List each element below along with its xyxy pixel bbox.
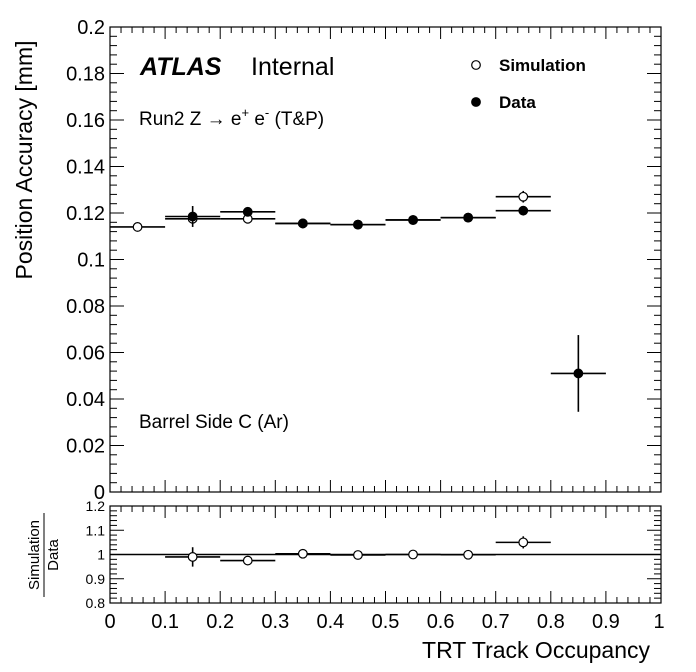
legend-data-label: Data: [499, 93, 536, 112]
arrow-symbol: →: [207, 109, 226, 130]
data-point-marker: [242, 206, 253, 217]
x-tick-label: 0.3: [261, 611, 289, 633]
x-tick-label: 0.9: [592, 611, 620, 633]
ratio-point-marker: [408, 549, 418, 560]
main-y-tick-label: 0.18: [66, 64, 105, 86]
data-point-marker: [573, 368, 584, 379]
ratio-y-denominator: Data: [45, 539, 62, 571]
ratio-y-tick-label: 1.2: [86, 498, 106, 514]
ratio-plot-panel: 0.8 0.9 1 1.1 1.2 Simulation Data 0 0.1 0.2 0.3…: [26, 498, 665, 663]
x-tick-label: 0.5: [372, 611, 400, 633]
ratio-point-marker: [297, 548, 308, 559]
main-y-tick-label: 0.12: [66, 203, 105, 225]
main-y-tick-label: 0.08: [66, 296, 105, 318]
ratio-point-marker: [463, 549, 474, 560]
ratio-y-tick-label: 1.1: [86, 522, 106, 538]
x-tick-label: 0.7: [482, 611, 510, 633]
x-tick-label: 1: [653, 611, 664, 633]
data-point-marker: [518, 205, 529, 216]
tag-and-probe: (T&P): [269, 109, 324, 130]
x-tick-label: 0.8: [537, 611, 565, 633]
main-y-tick-label: 0.1: [77, 250, 105, 272]
data-point-marker: [408, 215, 418, 225]
region-label: Barrel Side C (Ar): [139, 412, 289, 433]
main-y-tick-label: 0.16: [66, 110, 105, 132]
x-tick-label: 0.2: [206, 611, 234, 633]
process-label-prefix: Run2 Z: [139, 109, 207, 130]
data-point-marker: [297, 218, 308, 229]
data-point-marker: [187, 211, 198, 222]
legend-data-marker: [471, 97, 481, 107]
atlas-label: ATLAS: [139, 53, 222, 81]
data-point-marker: [463, 212, 474, 223]
process-label: Run2 Z → e+ e- (T&P): [139, 105, 324, 130]
ratio-point-marker: [187, 552, 198, 562]
legend-simulation-label: Simulation: [499, 56, 586, 75]
main-y-tick-label: 0.06: [66, 343, 105, 365]
plus-superscript: +: [241, 105, 249, 120]
x-tick-label: 0.4: [316, 611, 344, 633]
x-tick-label: 0.1: [151, 611, 179, 633]
data-point-marker: [353, 219, 363, 230]
ratio-point-marker: [353, 550, 363, 560]
ratio-y-numerator: Simulation: [26, 520, 43, 590]
simulation-point-marker: [132, 222, 143, 232]
legend: Simulation Data: [471, 56, 586, 112]
main-plot-panel: 00.020.040.060.080.10.120.140.160.180.2 …: [11, 17, 662, 504]
main-y-tick-label: 0.2: [77, 17, 105, 39]
minus-superscript: -: [265, 105, 269, 120]
ratio-y-tick-label: 0.9: [86, 571, 106, 587]
main-y-tick-label: 0.02: [66, 436, 105, 458]
main-y-tick-label: 0.14: [66, 157, 105, 179]
ratio-y-axis-title: Simulation Data: [26, 513, 62, 597]
ratio-point-marker: [242, 555, 253, 566]
ratio-point-marker: [518, 537, 529, 548]
x-tick-label: 0: [104, 611, 115, 633]
ratio-y-tick-label: 0.8: [86, 595, 106, 611]
x-axis-title: TRT Track Occupancy: [422, 637, 650, 663]
legend-simulation-marker: [471, 60, 481, 70]
simulation-point-marker: [518, 191, 529, 202]
y-axis-title: Position Accuracy [mm]: [11, 40, 37, 279]
main-y-tick-label: 0.04: [66, 389, 105, 411]
electron-plus: e: [226, 109, 242, 130]
internal-label: Internal: [251, 53, 334, 81]
x-tick-label: 0.6: [427, 611, 455, 633]
ratio-y-tick-label: 1: [97, 547, 105, 563]
electron-minus: e: [249, 109, 265, 130]
main-y-tick-label: 0: [94, 482, 105, 504]
